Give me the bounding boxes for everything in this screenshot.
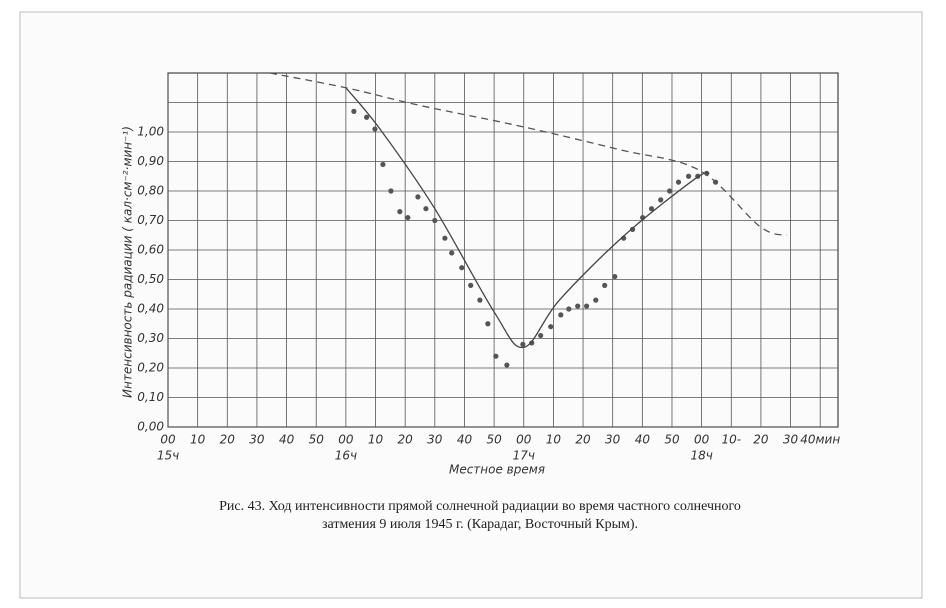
- fitted-curve: [345, 87, 710, 349]
- x-tick-label: 10: [190, 433, 206, 447]
- data-point: [423, 206, 429, 212]
- data-point: [685, 173, 692, 179]
- data-point: [397, 209, 403, 215]
- dashed-curve: [269, 72, 787, 236]
- y-tick-label: 1,00: [137, 125, 164, 139]
- data-point: [459, 265, 465, 271]
- y-tick-label: 0,70: [137, 213, 164, 227]
- data-point: [415, 194, 421, 200]
- x-tick-label: 00: [516, 433, 532, 447]
- data-point: [468, 282, 474, 288]
- data-point: [612, 273, 618, 280]
- x-tick-label: 20: [575, 433, 591, 447]
- y-tick-label: 0,50: [137, 272, 164, 286]
- y-tick-label: 0,60: [137, 243, 164, 257]
- x-tick-label: 40: [279, 433, 295, 447]
- x-tick-label: 40: [457, 433, 473, 447]
- data-point: [364, 114, 370, 120]
- y-tick-label: 0,00: [137, 420, 164, 434]
- data-point: [504, 362, 510, 368]
- data-point: [658, 197, 664, 203]
- x-hour-label: 15ч: [157, 449, 179, 463]
- data-point: [432, 217, 438, 224]
- data-point: [449, 250, 455, 256]
- data-point: [593, 297, 599, 303]
- x-tick-label: 00: [160, 433, 176, 447]
- x-tick-label: 50: [664, 433, 680, 447]
- data-point: [485, 321, 491, 327]
- x-tick-label: 20: [220, 433, 236, 447]
- data-point: [566, 306, 572, 312]
- x-tick-label: 40мин: [800, 433, 840, 447]
- frame: [19, 11, 923, 599]
- x-tick-label: 20: [753, 433, 769, 447]
- x-tick-label: 30: [249, 433, 265, 447]
- data-point: [351, 108, 357, 114]
- y-tick-label: 0,80: [137, 184, 164, 198]
- data-point: [629, 226, 636, 232]
- x-tick-label: 10: [546, 433, 562, 447]
- data-point: [602, 282, 608, 288]
- x-tick-label: 30: [427, 433, 443, 447]
- x-hour-label: 17ч: [513, 449, 535, 463]
- data-point: [477, 297, 483, 303]
- data-point: [372, 126, 378, 132]
- data-point: [675, 179, 682, 185]
- x-tick-label: 40: [635, 433, 651, 447]
- x-tick-label: 10: [368, 433, 384, 447]
- y-tick-label: 0,20: [137, 361, 164, 375]
- x-tick-label: 00: [694, 433, 710, 447]
- y-axis-label: Интенсивность радиации ( кал·см⁻²·мин⁻¹): [121, 126, 135, 398]
- data-point: [388, 188, 394, 194]
- y-tick-label: 0,90: [137, 154, 164, 168]
- data-point: [493, 353, 499, 359]
- x-axis-label: Местное время: [449, 463, 545, 477]
- x-tick-label: 50: [486, 433, 502, 447]
- x-tick-label: 10-: [721, 433, 741, 447]
- data-point: [380, 161, 386, 168]
- caption: Рис. 43. Ход интенсивности прямой солнеч…: [219, 499, 741, 514]
- data-point: [667, 188, 673, 194]
- data-point: [520, 341, 526, 347]
- data-point: [648, 206, 655, 212]
- y-tick-label: 0,10: [137, 390, 164, 404]
- data-point: [558, 312, 564, 318]
- x-tick-label: 30: [783, 433, 799, 447]
- data-point: [442, 235, 448, 241]
- x-tick-label: 30: [605, 433, 621, 447]
- x-hour-label: 18ч: [690, 449, 712, 463]
- data-point: [529, 340, 535, 346]
- data-point: [584, 303, 590, 309]
- caption: затмения 9 июля 1945 г. (Карадаг, Восточ…: [322, 517, 638, 532]
- data-point: [538, 332, 544, 339]
- x-tick-label: 00: [338, 433, 354, 447]
- data-point: [405, 214, 411, 221]
- x-hour-label: 16ч: [335, 449, 357, 463]
- y-tick-label: 0,30: [137, 331, 164, 345]
- y-tick-label: 0,40: [137, 302, 164, 316]
- x-tick-label: 20: [398, 433, 414, 447]
- data-point: [548, 324, 554, 330]
- data-point: [575, 303, 581, 309]
- x-tick-label: 50: [309, 433, 325, 447]
